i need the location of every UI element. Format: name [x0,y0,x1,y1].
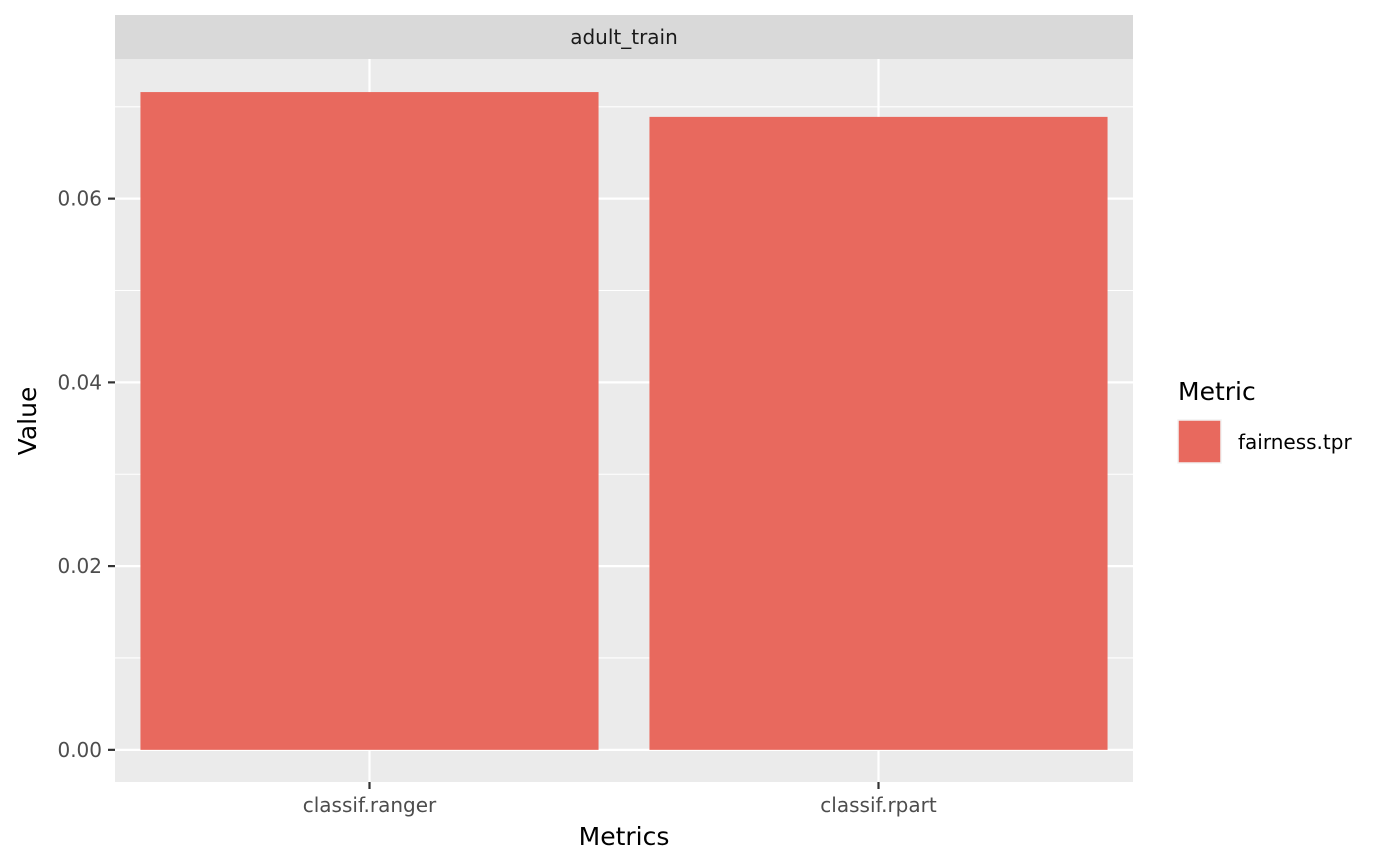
y-axis-title: Value [13,387,42,456]
legend-key-fairness-tpr [1177,419,1222,464]
y-tick-label: 0.00 [57,738,102,762]
y-tick-label: 0.02 [57,554,102,578]
legend-label-fairness-tpr: fairness.tpr [1238,430,1352,454]
legend: Metric fairness.tpr [1177,377,1352,464]
y-axis-ticks: 0.00 0.02 0.04 0.06 [57,187,115,762]
bars [140,92,1108,750]
bar-classif-ranger [140,92,599,750]
x-axis-title: Metrics [579,822,670,851]
x-axis-ticks: classif.ranger classif.rpart [303,782,937,817]
facet-strip-label: adult_train [570,25,678,49]
facet-strip [115,15,1133,59]
x-tick-label: classif.ranger [303,793,437,817]
legend-title: Metric [1178,377,1256,406]
x-tick-label: classif.rpart [820,793,937,817]
y-tick-label: 0.06 [57,187,102,211]
bar-classif-rpart [649,116,1108,750]
y-tick-label: 0.04 [57,370,102,394]
